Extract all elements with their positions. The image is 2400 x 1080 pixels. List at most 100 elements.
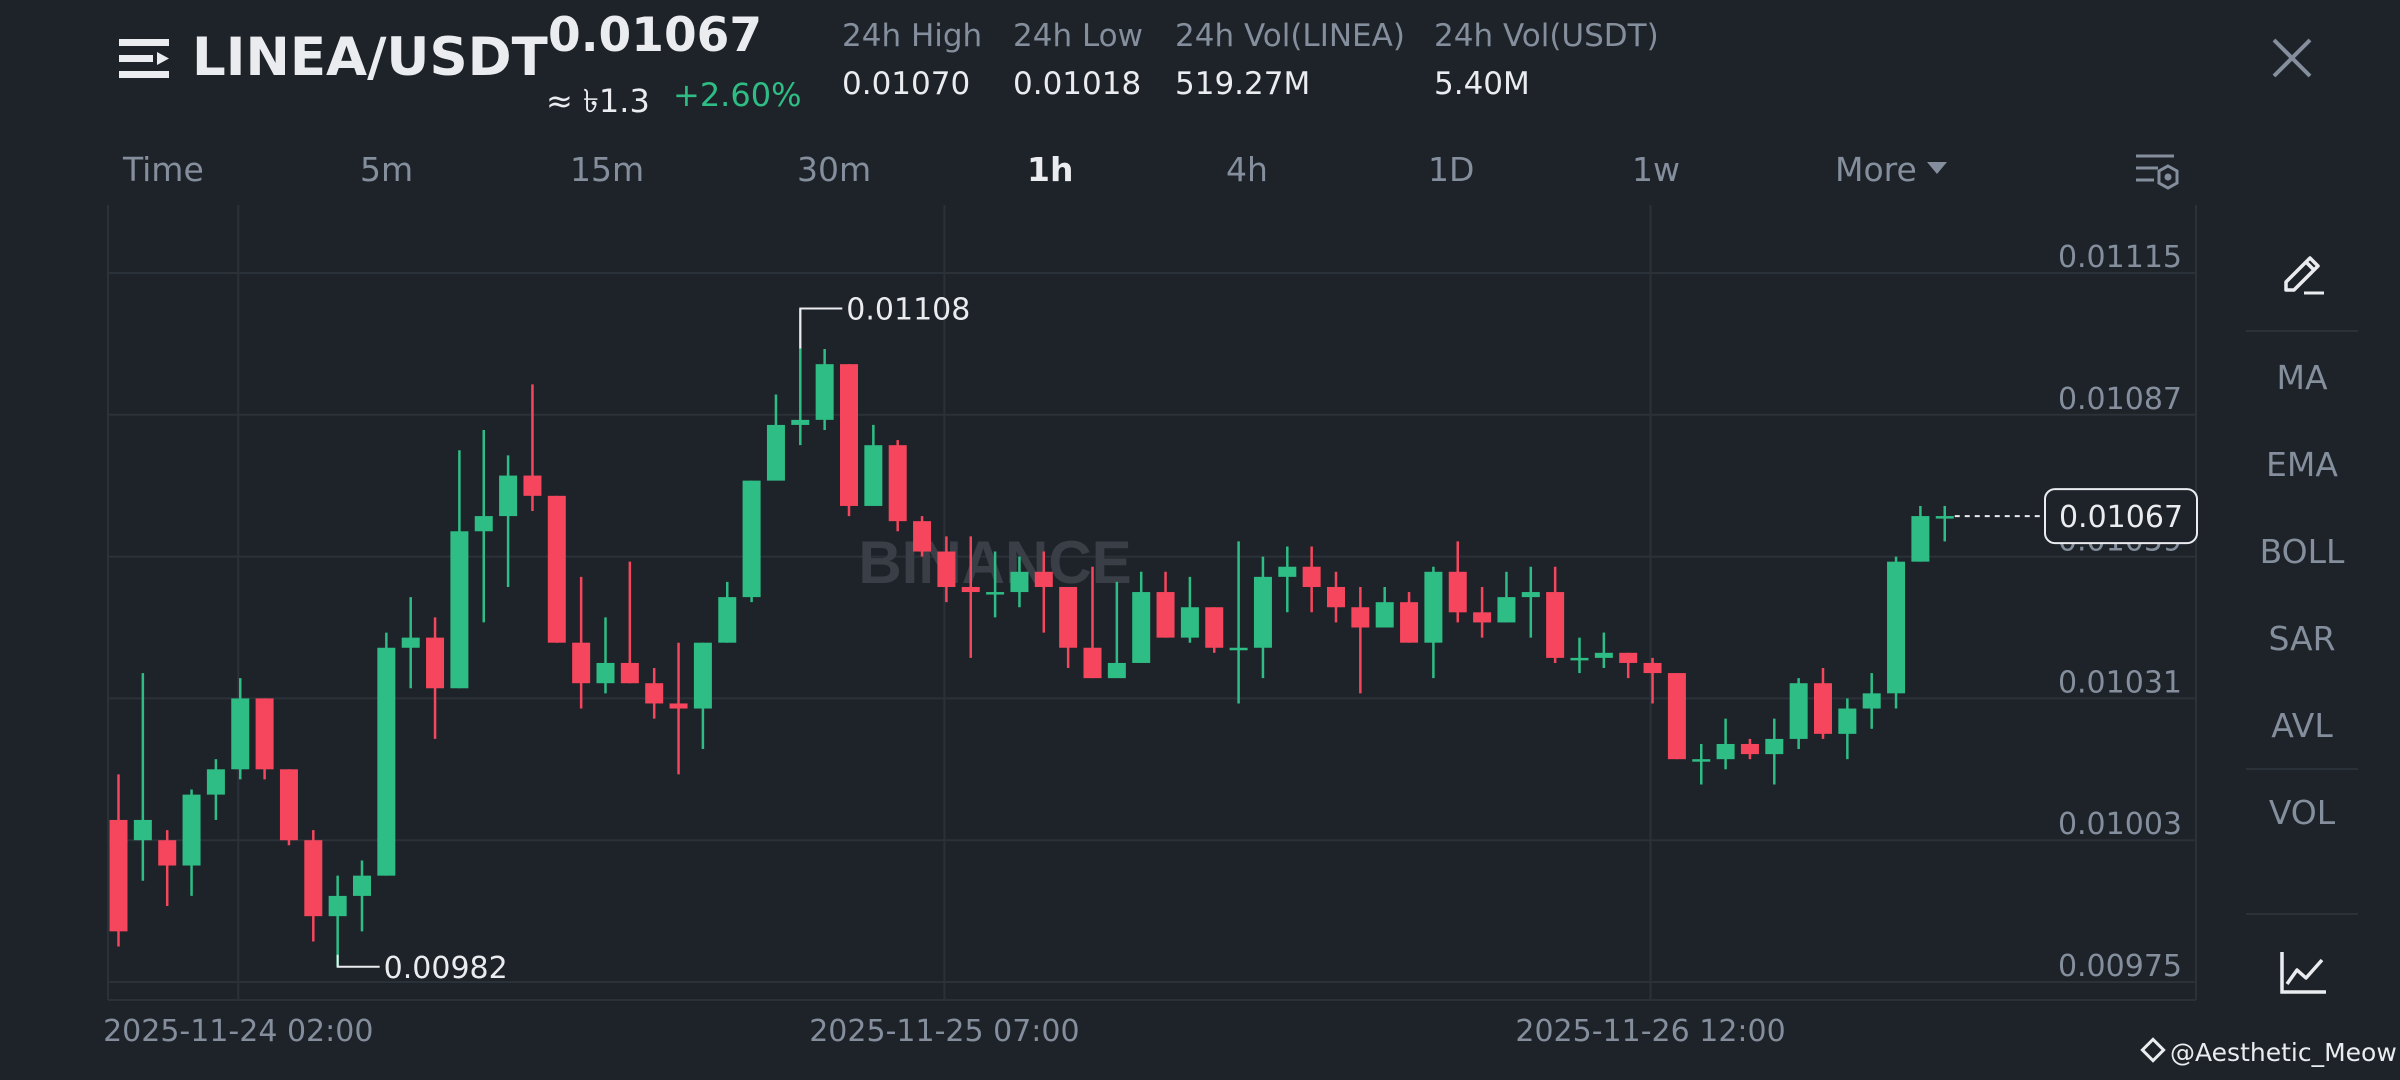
indicator-boll[interactable]: BOLL	[2259, 532, 2345, 571]
indicator-ema[interactable]: EMA	[2266, 445, 2338, 484]
candle-up	[1594, 652, 1613, 658]
chart-trend-icon[interactable]	[2278, 948, 2328, 996]
candle-down	[1400, 602, 1419, 643]
candle-down	[840, 364, 858, 506]
close-icon[interactable]	[2268, 34, 2316, 82]
candle-down	[1034, 571, 1053, 587]
candle-down	[913, 521, 932, 552]
menu-icon[interactable]	[119, 36, 169, 82]
tab-15m[interactable]: 15m	[570, 150, 645, 189]
candle-up	[231, 698, 250, 770]
tab-more[interactable]: More	[1835, 150, 1947, 189]
candle-down	[1546, 592, 1565, 658]
candle-up	[1692, 759, 1711, 762]
candle-up	[401, 637, 420, 648]
candle-up	[1375, 602, 1394, 628]
candle-down	[1619, 652, 1638, 663]
tab-5m[interactable]: 5m	[360, 150, 414, 189]
stat-label: 24h Vol(LINEA)	[1175, 18, 1405, 54]
candle-up	[815, 364, 834, 420]
candle-up	[133, 819, 152, 841]
tab-more-label: More	[1835, 150, 1917, 189]
candle-down	[937, 551, 956, 587]
stat-value: 5.40M	[1434, 66, 1530, 102]
candle-up	[1716, 743, 1735, 760]
x-tick-label: 2025-11-25 07:00	[809, 1014, 1079, 1049]
last-price: 0.01067	[548, 8, 763, 63]
tab-1w[interactable]: 1w	[1632, 150, 1680, 189]
y-tick-label: 0.01003	[2058, 807, 2182, 842]
candle-up	[864, 445, 883, 506]
candle-up	[206, 769, 225, 795]
last-price-box	[2044, 488, 2198, 545]
tab-4h[interactable]: 4h	[1226, 150, 1268, 189]
indicator-vol[interactable]: VOL	[2268, 793, 2336, 832]
watermark: @Aesthetic_Meow	[2140, 1037, 2397, 1067]
candle-up	[499, 475, 518, 517]
last-price-label: 0.01067	[2059, 500, 2183, 535]
candle-down	[1643, 662, 1662, 674]
candle-down	[1473, 612, 1492, 623]
price-change: +2.60%	[673, 76, 802, 114]
candle-down	[158, 840, 177, 866]
candle-up	[1010, 571, 1029, 593]
tab-time[interactable]: Time	[123, 150, 204, 189]
pencil-icon[interactable]	[2278, 246, 2328, 296]
stat-label: 24h Vol(USDT)	[1434, 18, 1659, 54]
tab-1h[interactable]: 1h	[1027, 150, 1074, 189]
x-tick-label: 2025-11-24 02:00	[103, 1014, 373, 1049]
indicator-ma[interactable]: MA	[2276, 358, 2328, 397]
pair-title[interactable]: LINEA/USDT	[192, 27, 548, 88]
divider	[2246, 768, 2358, 770]
candle-down	[304, 840, 323, 917]
chart-grid	[107, 205, 2197, 1001]
candle-up	[1838, 708, 1857, 734]
candle-down	[547, 495, 566, 643]
candle-down	[1327, 586, 1345, 608]
candlestick-chart[interactable]: BINANCE 0.011150.010870.010590.010310.01…	[0, 205, 2200, 1055]
low-marker-line	[336, 954, 380, 968]
candle-up	[1765, 738, 1784, 755]
stat-label: 24h Low	[1013, 18, 1143, 54]
candle-up	[450, 531, 469, 689]
candle-down	[109, 819, 128, 932]
high-marker-line	[799, 307, 843, 349]
stat-24h-high: 24h High 0.01070	[842, 18, 982, 102]
fiat-price: ≈ ৳1.3	[546, 82, 650, 120]
indicator-sar[interactable]: SAR	[2268, 619, 2336, 658]
stat-24h-low: 24h Low 0.01018	[1013, 18, 1143, 102]
y-tick-label: 0.01115	[2058, 240, 2182, 275]
interval-tabs: Time 5m 15m 30m 1h 4h 1D 1w More	[0, 150, 2200, 200]
candle-down	[1205, 607, 1224, 648]
indicator-avl[interactable]: AVL	[2271, 706, 2333, 745]
candle-down	[1740, 743, 1759, 755]
y-tick-label: 0.00975	[2058, 949, 2182, 984]
candle-up	[1862, 693, 1881, 709]
candle-down	[888, 445, 907, 522]
y-axis-labels: 0.011150.010870.010590.010310.010030.009…	[2058, 240, 2182, 984]
divider	[2246, 913, 2358, 915]
candle-down	[255, 698, 274, 770]
candle-up	[1887, 561, 1906, 694]
tab-30m[interactable]: 30m	[797, 150, 872, 189]
candles	[109, 308, 1954, 967]
tab-1d[interactable]: 1D	[1428, 150, 1475, 189]
chart-settings-icon[interactable]	[2134, 150, 2180, 196]
candle-down	[1083, 647, 1102, 679]
price-annotations: 0.01108 0.00982 0.01067	[336, 292, 2198, 986]
binance-logo-icon	[2140, 1037, 2166, 1063]
candle-up	[1132, 592, 1151, 663]
candle-up	[328, 895, 347, 917]
stat-label: 24h High	[842, 18, 983, 54]
stat-value: 0.01070	[842, 66, 971, 102]
candle-up	[718, 597, 737, 643]
candle-down	[279, 769, 298, 841]
stat-value: 0.01018	[1013, 66, 1142, 102]
candle-up	[1497, 597, 1516, 623]
candle-up	[1789, 683, 1808, 739]
candle-up	[1424, 571, 1443, 643]
candle-down	[669, 703, 688, 709]
candle-up	[742, 480, 761, 598]
candle-up	[1107, 662, 1126, 679]
candle-up	[1180, 607, 1199, 638]
